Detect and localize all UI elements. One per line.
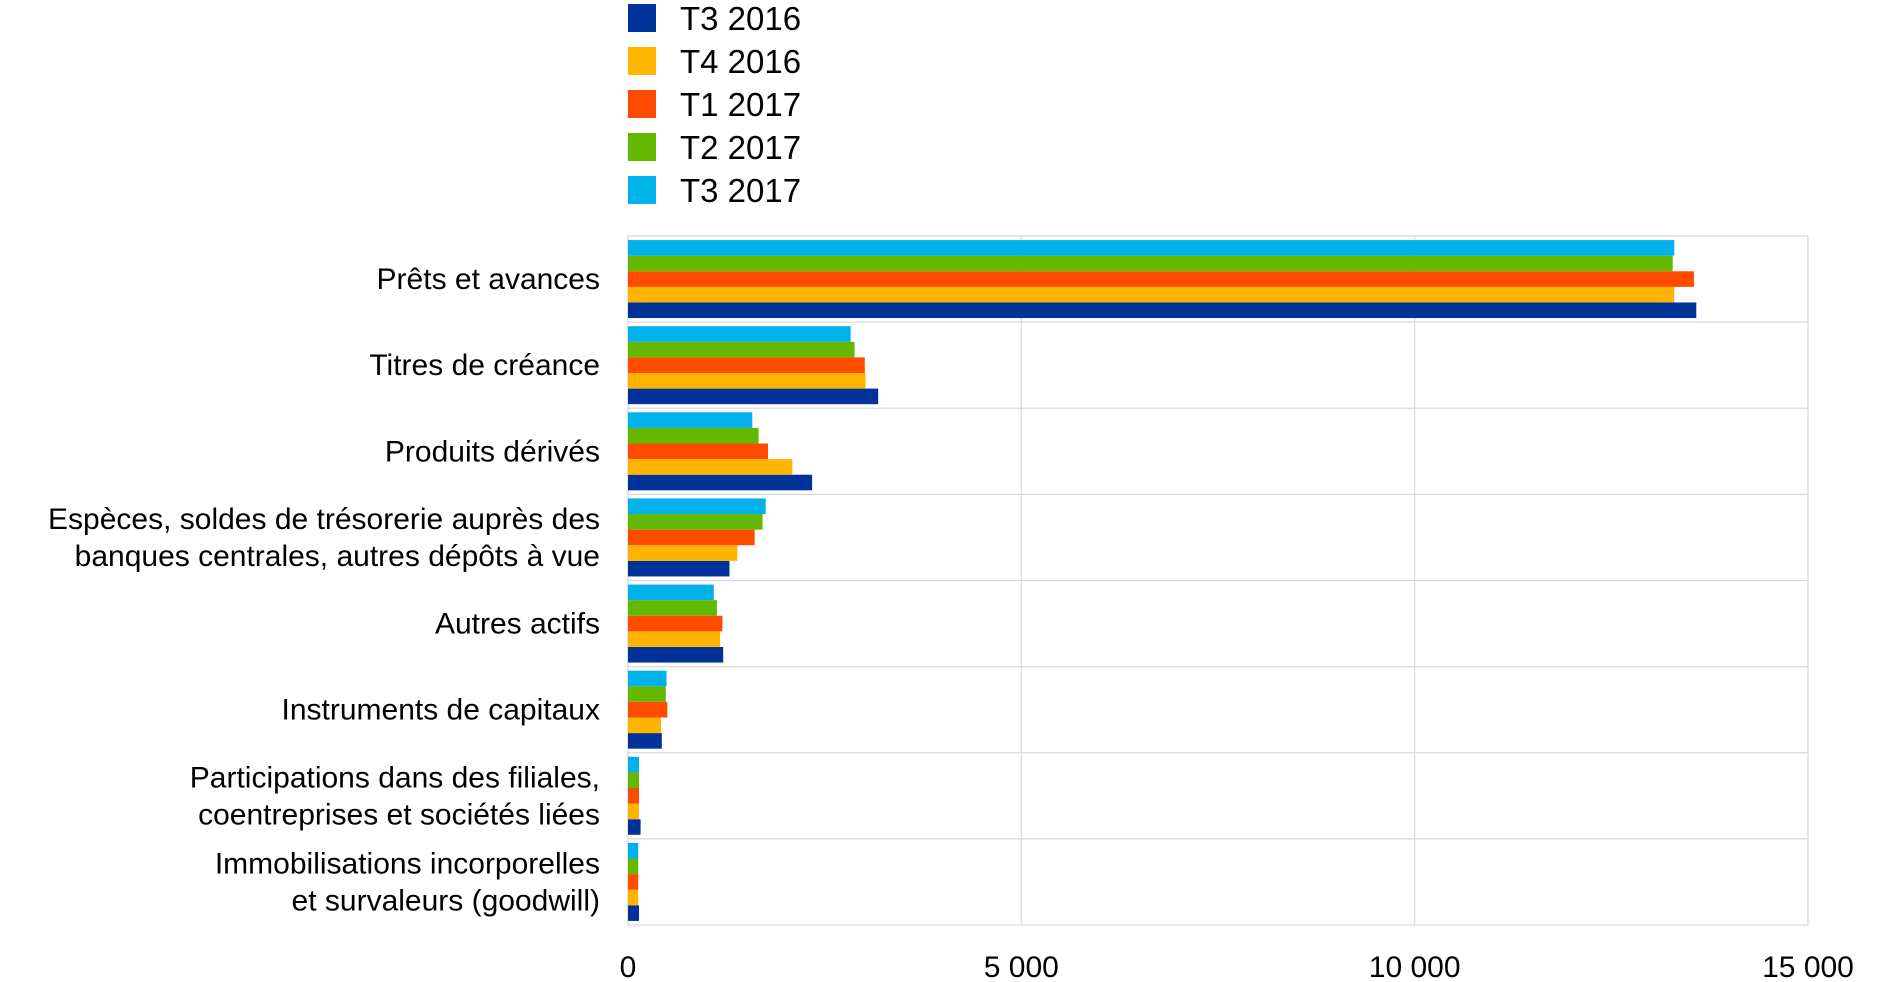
x-tick-label: 10 000 — [1369, 951, 1461, 982]
bar-t3-2017 — [628, 670, 667, 687]
category-label: Participations dans des filiales, coentre… — [190, 761, 600, 831]
grid — [627, 235, 1809, 926]
bar-t3-2017 — [628, 326, 851, 342]
bar-t2-2017 — [628, 255, 1673, 272]
bar-t3-2016 — [628, 646, 724, 663]
bar-t1-2017 — [628, 443, 769, 460]
bar-t4-2016 — [628, 889, 639, 906]
bar-t3-2016 — [628, 819, 641, 835]
bar-t3-2017 — [628, 584, 714, 601]
x-tick-label: 0 — [620, 951, 637, 982]
bar-t3-2016 — [628, 560, 730, 577]
bar-t3-2016 — [628, 474, 813, 491]
legend-label: T3 2017 — [680, 172, 801, 209]
bar-t3-2016 — [628, 302, 1697, 319]
category-label: Prêts et avances — [377, 263, 600, 296]
x-tick-labels: 0 5 000 10 000 15 000 — [620, 951, 1854, 982]
bar-t1-2017 — [628, 529, 755, 546]
legend-label: T1 2017 — [680, 86, 801, 123]
bar-t4-2016 — [628, 545, 738, 561]
bar-t1-2017 — [628, 874, 639, 890]
bar-t3-2017 — [628, 756, 640, 773]
bar-t2-2017 — [628, 427, 759, 444]
category-labels: Prêts et avances Titres de créance Produit… — [48, 263, 600, 917]
bar-t4-2016 — [628, 286, 1675, 303]
bar-t2-2017 — [628, 686, 666, 702]
bar-t2-2017 — [628, 600, 717, 616]
bar-t1-2017 — [628, 701, 668, 718]
bar-t4-2016 — [628, 717, 662, 734]
legend: T3 2016 T4 2016 T1 2017 T2 2017 T3 2017 — [628, 0, 801, 209]
x-tick-label: 15 000 — [1762, 951, 1854, 982]
bar-t3-2017 — [628, 498, 766, 515]
bar-t1-2017 — [628, 615, 723, 632]
bar-t3-2016 — [628, 388, 879, 405]
bar-t4-2016 — [628, 803, 640, 820]
legend-swatch — [628, 90, 656, 118]
x-tick-label: 5 000 — [984, 951, 1059, 982]
legend-swatch — [628, 133, 656, 161]
bars — [628, 240, 1697, 921]
category-label: Espèces, soldes de trésorerie auprès des… — [48, 503, 600, 573]
bar-t2-2017 — [628, 514, 763, 530]
bar-t4-2016 — [628, 372, 866, 389]
bar-t1-2017 — [628, 357, 865, 373]
bar-t3-2017 — [628, 412, 753, 428]
category-label: Autres actifs — [435, 608, 600, 641]
bar-t3-2017 — [628, 240, 1675, 256]
bar-t3-2016 — [628, 733, 662, 749]
legend-label: T3 2016 — [680, 0, 801, 37]
bar-t4-2016 — [628, 459, 793, 475]
bar-t4-2016 — [628, 631, 721, 647]
category-label: Produits dérivés — [385, 435, 600, 468]
category-label: Immobilisations incorporelles et survaleu… — [215, 847, 600, 917]
bar-t1-2017 — [628, 788, 640, 804]
category-label: Titres de créance — [369, 349, 600, 382]
bar-t3-2017 — [628, 842, 639, 859]
legend-label: T4 2016 — [680, 43, 801, 80]
bar-t2-2017 — [628, 858, 639, 875]
bar-t2-2017 — [628, 772, 640, 789]
bar-t3-2016 — [628, 905, 640, 921]
bar-t2-2017 — [628, 341, 855, 358]
category-label: Instruments de capitaux — [281, 694, 600, 727]
legend-swatch — [628, 47, 656, 75]
legend-swatch — [628, 4, 656, 32]
bar-t1-2017 — [628, 271, 1694, 287]
legend-label: T2 2017 — [680, 129, 801, 166]
legend-swatch — [628, 176, 656, 204]
